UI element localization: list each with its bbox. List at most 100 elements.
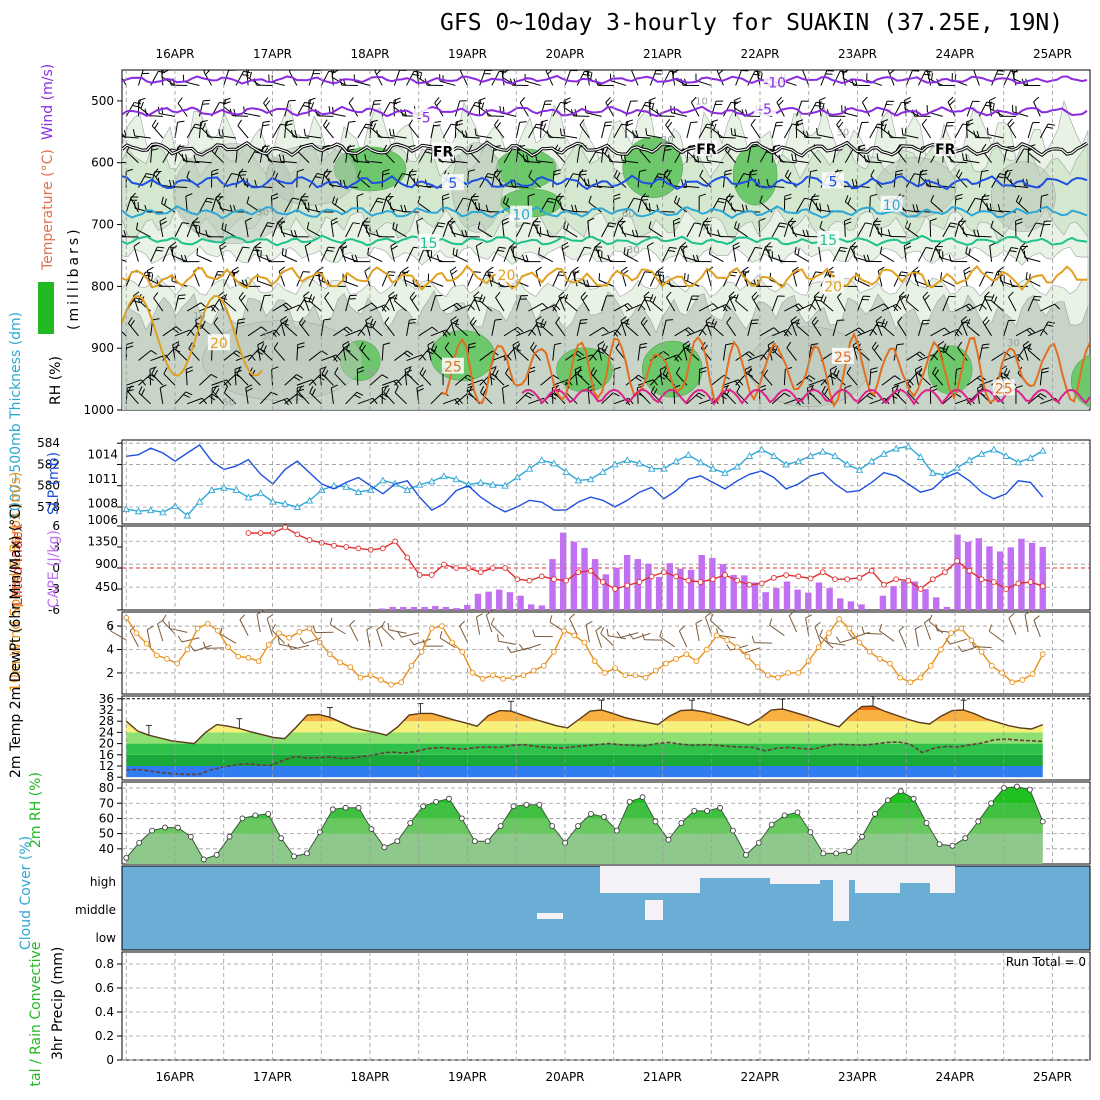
- wind-barb-flag: [616, 172, 621, 180]
- wind-barb: [281, 231, 298, 238]
- wind-speed-point: [927, 663, 934, 669]
- wind-barb-flag: [555, 316, 561, 324]
- contour-label: 30: [661, 135, 674, 146]
- wind-barb: [284, 324, 298, 337]
- wind-barb-flag: [997, 266, 1004, 272]
- lifted-index-point: [722, 572, 728, 578]
- wind-barb: [601, 349, 615, 361]
- wind-barb-flag: [408, 322, 416, 325]
- wind-barb: [795, 127, 810, 139]
- wind-barb-flag: [673, 195, 678, 203]
- wind-barb-flag: [992, 103, 995, 111]
- wind-barb: [333, 148, 342, 163]
- wind-barb-flag: [372, 397, 378, 405]
- wind-barb: [601, 122, 606, 139]
- pressure-tick-label: 1000: [83, 403, 114, 417]
- contour-label: 15: [420, 236, 438, 252]
- wind-barb-flag: [427, 341, 435, 346]
- wind-barb-flag: [1023, 340, 1030, 346]
- rh-point: [1014, 783, 1020, 790]
- wind-barb: [963, 159, 980, 164]
- thickness-point: [537, 456, 546, 464]
- wind-barb-flag: [990, 220, 994, 228]
- wind-barb-flag: [203, 70, 206, 72]
- wind-barb: [577, 354, 593, 362]
- wind-barb: [724, 150, 737, 164]
- wind-barb: [1000, 280, 1017, 287]
- wind-barb-flag: [757, 70, 758, 71]
- wind-barb: [211, 196, 217, 213]
- wind-barb: [710, 374, 725, 386]
- wind-barb: [613, 221, 620, 238]
- wind-barb: [794, 253, 809, 263]
- wind-barb-flag: [1046, 324, 1054, 327]
- rh-point: [588, 810, 594, 817]
- li-tick: -6: [48, 603, 60, 617]
- wind-barb: [530, 347, 542, 361]
- wind-barb-flag: [796, 119, 804, 123]
- lifted-index-point: [587, 567, 594, 574]
- wind-barb-flag: [855, 179, 858, 187]
- wind-barb-flag: [226, 379, 232, 386]
- wind-barb: [136, 229, 151, 238]
- wind-barb-flag: [842, 71, 845, 79]
- wind-barb-flag: [242, 246, 250, 249]
- wind-barb-flag: [160, 220, 167, 226]
- wind-barb-flag: [725, 193, 731, 200]
- wind-barb: [1015, 327, 1031, 337]
- cape-bar: [634, 559, 641, 610]
- wind-barb: [914, 369, 919, 386]
- cape-bar: [549, 559, 556, 610]
- wind-barb: [957, 347, 968, 361]
- wind-barb-flag: [806, 377, 813, 383]
- wind-barb: [528, 322, 538, 337]
- wind-barb: [662, 146, 666, 163]
- wind-barb-flag: [364, 266, 371, 272]
- wind-barb: [710, 324, 724, 337]
- wind-barb-flag: [434, 97, 440, 104]
- wind-barb: [881, 303, 897, 312]
- wind-barb: [771, 392, 785, 405]
- wind-barb-flag: [1009, 279, 1013, 287]
- wind-10m-barb-flag: [147, 625, 154, 631]
- date-label-19APR: 19APR: [448, 47, 487, 61]
- wind-10m-barb: [620, 632, 639, 638]
- cape-bar: [932, 597, 940, 610]
- thickness-tick: 582: [37, 457, 60, 471]
- wind-barb-flag: [393, 100, 397, 108]
- wind-barb-flag: [140, 101, 144, 109]
- wind-barb-flag: [132, 129, 136, 137]
- wind-barb-flag: [558, 291, 565, 297]
- wind-barb: [802, 70, 810, 86]
- wind-barb-flag: [357, 170, 361, 178]
- legend-temperature: Temperature (°C): [40, 149, 56, 271]
- wind-10m-barb-flag: [879, 623, 883, 631]
- wind-10m-barb-flag: [497, 634, 500, 642]
- wind-barb: [833, 373, 846, 386]
- thickness-point: [977, 449, 986, 457]
- wind-barb-flag: [502, 217, 509, 222]
- wind-barb: [759, 347, 771, 361]
- wind-barb: [334, 373, 346, 386]
- wind-barb: [605, 102, 615, 117]
- wind-barb: [284, 393, 298, 405]
- cape-bar: [879, 595, 887, 610]
- wind-barb-flag: [932, 366, 937, 374]
- wind-barb-flag: [449, 220, 456, 227]
- wind-barb-flag: [745, 369, 753, 374]
- cape-bar: [890, 586, 897, 610]
- wind-speed-point: [194, 625, 201, 632]
- wind-barb-flag: [303, 291, 310, 297]
- wind-barb-flag: [966, 119, 974, 123]
- wind-barb: [151, 125, 164, 139]
- wind-10m-barb-flag: [924, 618, 931, 624]
- wind-barb: [122, 259, 127, 263]
- lifted-index-point: [355, 545, 362, 552]
- thickness-point: [550, 459, 558, 467]
- wind-barb: [759, 148, 769, 163]
- wind-10m-barb-flag: [705, 612, 712, 618]
- wind-barb-flag: [710, 318, 715, 326]
- wind-barb-flag: [1027, 343, 1032, 351]
- wind-barb-flag: [982, 316, 988, 323]
- wind-barb: [345, 391, 358, 405]
